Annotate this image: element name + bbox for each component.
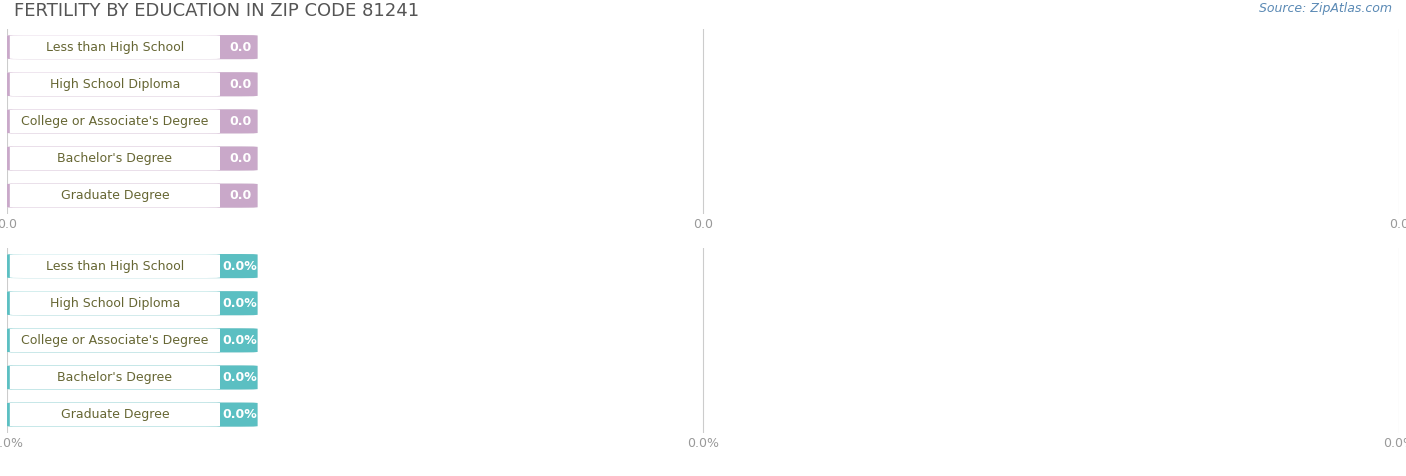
- Text: 0.0: 0.0: [229, 189, 252, 202]
- Text: 0.0: 0.0: [229, 152, 252, 165]
- FancyBboxPatch shape: [10, 35, 219, 59]
- FancyBboxPatch shape: [7, 147, 257, 170]
- FancyBboxPatch shape: [7, 72, 257, 96]
- Text: High School Diploma: High School Diploma: [49, 78, 180, 91]
- FancyBboxPatch shape: [10, 254, 219, 278]
- Text: Less than High School: Less than High School: [46, 40, 184, 54]
- Text: Bachelor's Degree: Bachelor's Degree: [58, 371, 173, 384]
- FancyBboxPatch shape: [7, 35, 257, 59]
- FancyBboxPatch shape: [7, 109, 257, 133]
- FancyBboxPatch shape: [10, 184, 219, 208]
- FancyBboxPatch shape: [7, 291, 257, 315]
- Text: 0.0%: 0.0%: [222, 371, 257, 384]
- FancyBboxPatch shape: [10, 366, 219, 389]
- Text: 0.0%: 0.0%: [222, 297, 257, 310]
- FancyBboxPatch shape: [7, 72, 257, 96]
- FancyBboxPatch shape: [7, 147, 257, 170]
- FancyBboxPatch shape: [10, 328, 219, 352]
- Text: FERTILITY BY EDUCATION IN ZIP CODE 81241: FERTILITY BY EDUCATION IN ZIP CODE 81241: [14, 2, 419, 20]
- FancyBboxPatch shape: [10, 291, 219, 315]
- FancyBboxPatch shape: [10, 72, 219, 96]
- FancyBboxPatch shape: [7, 403, 257, 426]
- Text: 0.0: 0.0: [229, 115, 252, 128]
- Text: College or Associate's Degree: College or Associate's Degree: [21, 115, 208, 128]
- FancyBboxPatch shape: [7, 254, 257, 278]
- FancyBboxPatch shape: [7, 328, 257, 352]
- Text: College or Associate's Degree: College or Associate's Degree: [21, 334, 208, 347]
- Text: 0.0: 0.0: [229, 40, 252, 54]
- FancyBboxPatch shape: [10, 403, 219, 426]
- Text: Less than High School: Less than High School: [46, 259, 184, 273]
- FancyBboxPatch shape: [10, 109, 219, 133]
- Text: Source: ZipAtlas.com: Source: ZipAtlas.com: [1258, 2, 1392, 15]
- FancyBboxPatch shape: [7, 184, 257, 208]
- FancyBboxPatch shape: [7, 184, 257, 208]
- Text: Graduate Degree: Graduate Degree: [60, 189, 169, 202]
- FancyBboxPatch shape: [7, 366, 257, 389]
- Text: 0.0%: 0.0%: [222, 334, 257, 347]
- FancyBboxPatch shape: [7, 403, 257, 426]
- FancyBboxPatch shape: [7, 109, 257, 133]
- FancyBboxPatch shape: [10, 147, 219, 170]
- Text: Bachelor's Degree: Bachelor's Degree: [58, 152, 173, 165]
- FancyBboxPatch shape: [7, 254, 257, 278]
- Text: 0.0%: 0.0%: [222, 408, 257, 421]
- Text: Graduate Degree: Graduate Degree: [60, 408, 169, 421]
- FancyBboxPatch shape: [7, 366, 257, 389]
- Text: High School Diploma: High School Diploma: [49, 297, 180, 310]
- FancyBboxPatch shape: [7, 328, 257, 352]
- FancyBboxPatch shape: [7, 35, 257, 59]
- Text: 0.0: 0.0: [229, 78, 252, 91]
- FancyBboxPatch shape: [7, 291, 257, 315]
- Text: 0.0%: 0.0%: [222, 259, 257, 273]
